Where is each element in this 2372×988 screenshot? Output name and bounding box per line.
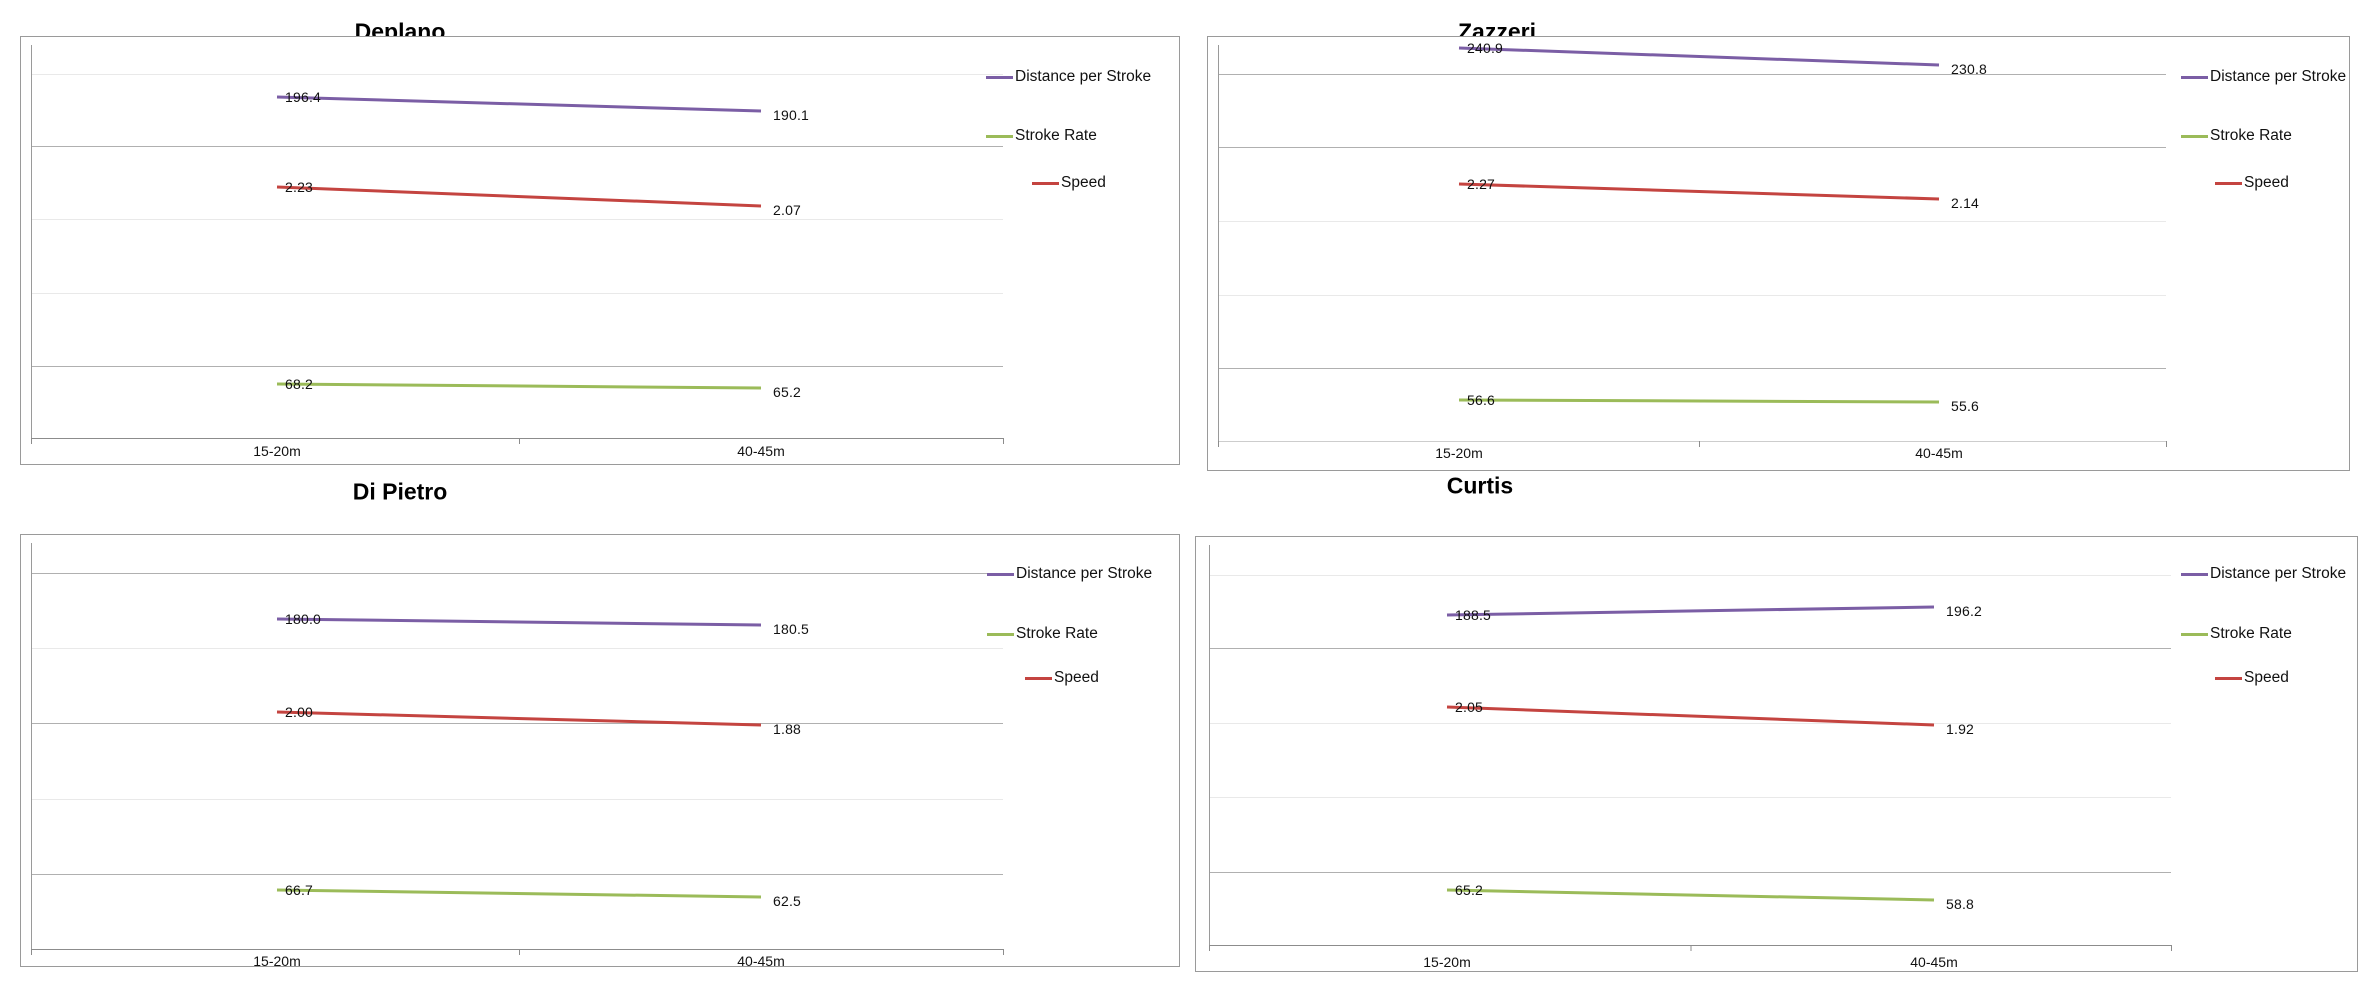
legend-label: Stroke Rate xyxy=(1016,625,1098,642)
data-label: 190.1 xyxy=(773,107,810,123)
legend-label: Speed xyxy=(2244,174,2289,191)
legend-label: Speed xyxy=(1054,669,1099,686)
legend-item-distance-per-stroke[interactable]: Distance per Stroke xyxy=(2181,565,2346,583)
data-label: 196.2 xyxy=(1946,603,1983,619)
legend-item-distance-per-stroke[interactable]: Distance per Stroke xyxy=(987,565,1152,583)
data-label: 56.6 xyxy=(1467,392,1496,408)
series-line-distance-per-stroke[interactable] xyxy=(276,617,762,627)
legend-label: Distance per Stroke xyxy=(1016,565,1153,582)
legend-marker-icon xyxy=(2215,181,2242,185)
series-line-stroke-rate[interactable] xyxy=(276,888,762,899)
data-label: 2.23 xyxy=(285,179,314,195)
chart-title: Di Pietro xyxy=(352,478,448,505)
x-axis-label: 15-20m xyxy=(1435,445,1483,461)
data-label: 2.00 xyxy=(285,704,314,720)
series-line-distance-per-stroke[interactable] xyxy=(1446,605,1935,617)
legend-marker-icon xyxy=(1025,676,1052,680)
legend-item-stroke-rate[interactable]: Stroke Rate xyxy=(2181,625,2292,643)
legend-marker-icon xyxy=(987,572,1014,576)
data-label: 68.2 xyxy=(285,376,314,392)
data-label: 2.05 xyxy=(1455,699,1484,715)
legend-item-speed[interactable]: Speed xyxy=(1032,174,1106,192)
legend-label: Stroke Rate xyxy=(1015,127,1097,144)
data-label: 62.5 xyxy=(773,893,802,909)
plot-area[interactable]: 196.4 190.1 68.2 65.2 2.23 2.07 15-20m 40-45m Di… xyxy=(20,36,1180,465)
x-axis-label: 15-20m xyxy=(1423,954,1471,970)
series-line-speed[interactable] xyxy=(276,710,762,727)
data-label: 2.07 xyxy=(773,202,802,218)
data-label: 58.8 xyxy=(1946,896,1975,912)
chart-svg xyxy=(1218,45,2167,447)
series-line-speed[interactable] xyxy=(1446,705,1935,727)
series-line-speed[interactable] xyxy=(1458,182,1940,201)
legend-marker-icon xyxy=(2215,676,2242,680)
chart-svg xyxy=(31,45,1004,444)
chart-svg xyxy=(31,543,1004,955)
legend-item-speed[interactable]: Speed xyxy=(2215,174,2289,192)
x-axis-label: 40-45m xyxy=(1915,445,1963,461)
data-label: 2.14 xyxy=(1951,195,1980,211)
legend-item-stroke-rate[interactable]: Stroke Rate xyxy=(986,127,1097,145)
series-line-stroke-rate[interactable] xyxy=(1458,398,1940,404)
legend-label: Stroke Rate xyxy=(2210,127,2292,144)
data-label: 1.88 xyxy=(773,721,802,737)
data-label: 1.92 xyxy=(1946,721,1975,737)
plot-area[interactable]: 240.9 230.8 56.6 55.6 2.27 2.14 15-20m 40-45m Di… xyxy=(1207,36,2350,471)
legend-marker-icon xyxy=(2181,134,2208,138)
legend-label: Speed xyxy=(1061,174,1106,191)
data-label: 55.6 xyxy=(1951,398,1980,414)
legend-marker-icon xyxy=(987,632,1014,636)
x-axis-label: 40-45m xyxy=(737,443,785,459)
legend-item-distance-per-stroke[interactable]: Distance per Stroke xyxy=(986,68,1151,86)
legend-marker-icon xyxy=(986,75,1013,79)
legend-label: Speed xyxy=(2244,669,2289,686)
x-axis-label: 40-45m xyxy=(737,953,785,969)
series-line-distance-per-stroke[interactable] xyxy=(276,95,762,113)
legend-item-speed[interactable]: Speed xyxy=(2215,669,2289,687)
legend-label: Distance per Stroke xyxy=(2210,68,2347,85)
legend-item-stroke-rate[interactable]: Stroke Rate xyxy=(987,625,1098,643)
legend-marker-icon xyxy=(1032,181,1059,185)
legend-label: Distance per Stroke xyxy=(2210,565,2347,582)
data-label: 180.0 xyxy=(285,611,322,627)
data-label: 196.4 xyxy=(285,89,322,105)
plot-area[interactable]: 180.0 180.5 66.7 62.5 2.00 1.88 15-20m 40-45m Di… xyxy=(20,534,1180,969)
legend-marker-icon xyxy=(986,134,1013,138)
chart-title: Curtis xyxy=(1446,472,1514,499)
data-label: 66.7 xyxy=(285,882,314,898)
legend-marker-icon xyxy=(2181,632,2208,636)
x-axis-label: 15-20m xyxy=(253,443,301,459)
legend-label: Distance per Stroke xyxy=(1015,68,1152,85)
series-line-speed[interactable] xyxy=(276,185,762,208)
legend-label: Stroke Rate xyxy=(2210,625,2292,642)
plot-area[interactable]: 188.5 196.2 65.2 58.8 2.05 1.92 15-20m 40-45m Di… xyxy=(1195,536,2358,972)
data-label: 180.5 xyxy=(773,621,810,637)
data-label: 2.27 xyxy=(1467,176,1496,192)
series-line-distance-per-stroke[interactable] xyxy=(1458,46,1940,67)
series-line-stroke-rate[interactable] xyxy=(276,382,762,390)
series-line-stroke-rate[interactable] xyxy=(1446,888,1935,902)
x-axis-label: 15-20m xyxy=(253,953,301,969)
x-axis-label: 40-45m xyxy=(1910,954,1958,970)
data-label: 240.9 xyxy=(1467,40,1504,56)
data-label: 65.2 xyxy=(1455,882,1484,898)
data-label: 65.2 xyxy=(773,384,802,400)
legend-item-speed[interactable]: Speed xyxy=(1025,669,1099,687)
legend-marker-icon xyxy=(2181,75,2208,79)
legend-item-distance-per-stroke[interactable]: Distance per Stroke xyxy=(2181,68,2346,86)
data-label: 188.5 xyxy=(1455,607,1492,623)
legend-item-stroke-rate[interactable]: Stroke Rate xyxy=(2181,127,2292,145)
data-label: 230.8 xyxy=(1951,61,1988,77)
legend-marker-icon xyxy=(2181,572,2208,576)
chart-svg xyxy=(1209,545,2172,951)
